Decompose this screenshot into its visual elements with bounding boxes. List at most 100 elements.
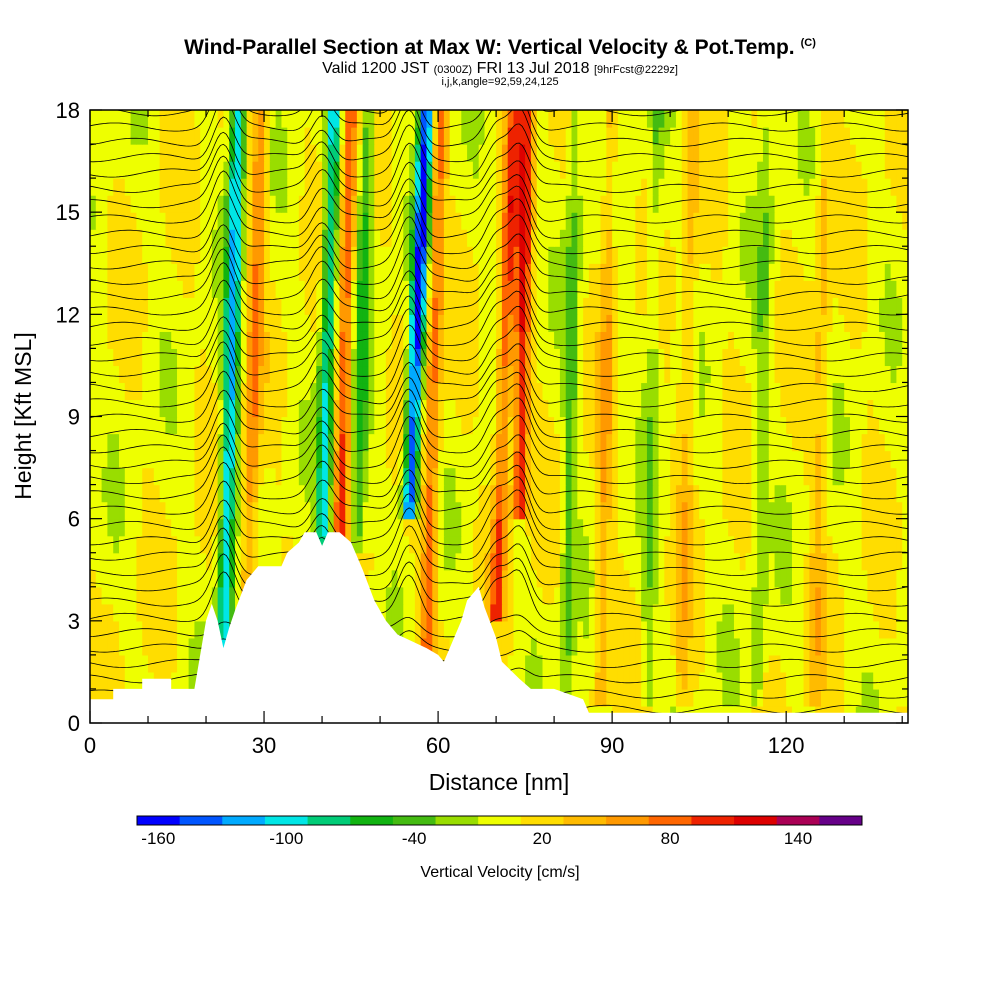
velocity-cell [90, 518, 97, 537]
velocity-cell [530, 535, 538, 554]
velocity-cell [414, 518, 422, 537]
velocity-cell [565, 467, 573, 486]
velocity-cell [397, 229, 404, 247]
velocity-cell [849, 433, 857, 452]
velocity-cell [548, 416, 555, 435]
velocity-cell [327, 348, 335, 367]
velocity-cell [188, 654, 196, 673]
velocity-cell [391, 331, 399, 349]
velocity-cell [565, 178, 573, 196]
velocity-cell [612, 280, 619, 298]
velocity-cell [559, 637, 567, 656]
velocity-cell [217, 348, 225, 367]
velocity-cell [478, 586, 486, 605]
velocity-cell [612, 246, 619, 264]
velocity-cell [844, 620, 851, 639]
velocity-cell [786, 246, 793, 264]
velocity-cell [617, 518, 625, 537]
velocity-cell [693, 229, 700, 247]
velocity-cell [664, 416, 671, 435]
velocity-cell [223, 212, 230, 230]
velocity-cell [258, 161, 265, 179]
velocity-cell [809, 450, 816, 469]
velocity-cell [670, 212, 677, 230]
velocity-cell [629, 416, 636, 435]
velocity-cell [809, 212, 816, 230]
velocity-cell [896, 620, 903, 639]
velocity-cell [745, 518, 752, 537]
velocity-cell [420, 263, 428, 281]
velocity-cell [884, 518, 892, 537]
velocity-cell [838, 399, 845, 418]
velocity-cell [554, 654, 561, 673]
velocity-cell [803, 399, 810, 418]
velocity-cell [252, 365, 259, 384]
velocity-cell [148, 348, 155, 367]
velocity-cell [246, 246, 254, 264]
velocity-cell [844, 229, 851, 247]
velocity-cell [519, 416, 526, 435]
velocity-cell [223, 518, 230, 537]
velocity-cell [472, 535, 480, 554]
velocity-cell [693, 552, 700, 571]
velocity-cell [182, 416, 190, 435]
velocity-cell [293, 450, 300, 469]
velocity-cell [832, 144, 839, 162]
velocity-cell [252, 110, 259, 128]
velocity-cell [902, 450, 908, 469]
velocity-cell [455, 416, 462, 435]
velocity-cell [467, 484, 474, 503]
velocity-cell [617, 212, 625, 230]
velocity-cell [890, 195, 897, 213]
velocity-cell [577, 280, 584, 298]
velocity-cell [327, 399, 335, 418]
velocity-cell [728, 144, 735, 162]
velocity-cell [385, 246, 393, 264]
velocity-cell [675, 365, 683, 384]
velocity-cell [809, 586, 816, 605]
velocity-cell [559, 161, 567, 179]
velocity-cell [310, 178, 317, 196]
velocity-cell [113, 365, 120, 384]
velocity-cell [530, 365, 538, 384]
velocity-cell [513, 195, 520, 213]
velocity-cell [304, 518, 312, 537]
velocity-cell [287, 467, 294, 486]
velocity-cell [182, 654, 190, 673]
velocity-cell [391, 433, 399, 452]
velocity-cell [577, 603, 584, 622]
velocity-cell [507, 416, 515, 435]
velocity-cell [623, 688, 631, 707]
velocity-cell [594, 654, 602, 673]
velocity-cell [95, 620, 103, 639]
velocity-cell [356, 263, 364, 281]
velocity-cell [878, 314, 886, 332]
velocity-cell [780, 263, 787, 281]
velocity-cell [890, 161, 897, 179]
velocity-cell [896, 399, 903, 418]
velocity-cell [583, 314, 590, 332]
velocity-cell [530, 263, 538, 281]
velocity-cell [275, 416, 283, 435]
velocity-cell [165, 280, 172, 298]
velocity-cell [878, 127, 886, 145]
velocity-cell [397, 433, 404, 452]
velocity-cell [159, 620, 167, 639]
velocity-cell [803, 603, 810, 622]
velocity-cell [159, 229, 167, 247]
velocity-cell [206, 110, 213, 128]
velocity-cell [699, 399, 706, 418]
velocity-cell [623, 399, 631, 418]
velocity-cell [171, 144, 178, 162]
velocity-cell [838, 620, 845, 639]
velocity-cell [385, 433, 393, 452]
velocity-cell [786, 195, 793, 213]
velocity-cell [484, 212, 491, 230]
velocity-cell [206, 195, 213, 213]
velocity-cell [148, 399, 155, 418]
velocity-cell [786, 518, 793, 537]
velocity-cell [768, 144, 776, 162]
velocity-cell [559, 178, 567, 196]
velocity-cell [119, 552, 126, 571]
velocity-cell [95, 127, 103, 145]
